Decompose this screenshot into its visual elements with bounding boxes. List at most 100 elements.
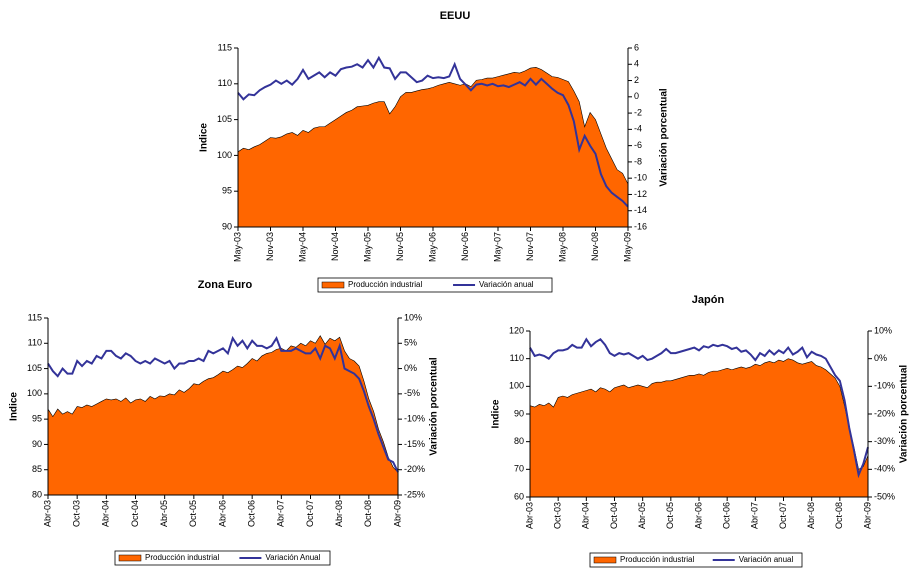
y-tick-label: 90 xyxy=(222,221,232,231)
y2-tick-label: -5% xyxy=(404,388,420,398)
chart-title: Zona Euro xyxy=(198,279,253,291)
legend-swatch xyxy=(593,556,617,564)
x-tick-label: Nov-03 xyxy=(265,232,275,261)
x-tick-label: Oct-03 xyxy=(72,500,82,527)
x-tick-label: Abr-04 xyxy=(101,500,111,527)
legend-box xyxy=(114,550,331,566)
y2-tick-label: 0 xyxy=(634,91,639,101)
y2-axis-title: Variación porcentual xyxy=(429,357,440,456)
chart-title: EEUU xyxy=(440,10,471,22)
y-tick-label: 120 xyxy=(509,325,524,335)
y2-tick-label: 6 xyxy=(634,42,639,52)
y-tick-label: 115 xyxy=(28,312,42,322)
y-axis-title: Indice xyxy=(199,123,210,152)
y-tick-label: 110 xyxy=(28,338,42,348)
x-tick-label: Nov-07 xyxy=(525,232,535,261)
x-tick-label: Abr-06 xyxy=(693,502,703,529)
y2-tick-label: -25% xyxy=(404,489,425,499)
y-tick-label: 95 xyxy=(32,414,42,424)
y-tick-label: 100 xyxy=(509,381,524,391)
x-tick-label: Abr-08 xyxy=(334,500,344,527)
x-tick-label: Abr-05 xyxy=(159,500,169,527)
y-tick-label: 90 xyxy=(32,439,42,449)
x-tick-label: May-08 xyxy=(557,232,567,262)
y2-tick-label: -10% xyxy=(874,381,895,391)
y2-tick-label: -20% xyxy=(404,464,425,474)
line-series xyxy=(47,335,399,473)
x-tick-label: Abr-06 xyxy=(217,500,227,527)
y-tick-label: 100 xyxy=(217,150,232,160)
y2-tick-label: -4 xyxy=(634,124,642,134)
y-tick-label: 80 xyxy=(514,436,524,446)
x-tick-label: May-09 xyxy=(622,232,632,262)
y-tick-label: 90 xyxy=(514,408,524,418)
y2-tick-label: -15% xyxy=(404,439,425,449)
y-tick-label: 115 xyxy=(218,42,232,52)
x-tick-label: May-05 xyxy=(362,232,372,262)
x-tick-label: May-06 xyxy=(427,232,437,262)
y-tick-label: 110 xyxy=(218,78,232,88)
x-tick-label: May-04 xyxy=(297,232,307,262)
y-tick-label: 95 xyxy=(222,186,232,196)
x-tick-label: Oct-07 xyxy=(305,500,315,527)
x-tick-label: Nov-04 xyxy=(330,232,340,261)
legend-swatch xyxy=(321,281,345,289)
area-series xyxy=(237,67,629,228)
x-tick-label: Oct-04 xyxy=(130,500,140,527)
y-tick-label: 80 xyxy=(32,489,42,499)
x-tick-label: Oct-08 xyxy=(834,502,844,529)
y2-tick-label: 4 xyxy=(634,59,639,69)
y2-tick-label: 10% xyxy=(874,325,892,335)
legend-label: Variación anual xyxy=(479,280,534,289)
y2-axis-title: Variación porcentual xyxy=(899,365,909,464)
y-tick-label: 60 xyxy=(514,491,524,501)
line-series xyxy=(237,55,629,208)
x-tick-label: Oct-04 xyxy=(609,502,619,529)
x-tick-label: Abr-04 xyxy=(581,502,591,529)
x-tick-label: Abr-07 xyxy=(276,500,286,527)
y2-tick-label: -8 xyxy=(634,156,642,166)
x-tick-label: Oct-05 xyxy=(665,502,675,529)
legend-label: Producción industrial xyxy=(145,553,219,562)
legend-label: Variación Anual xyxy=(265,553,320,562)
legend-swatch xyxy=(118,554,142,562)
legend-label: Producción industrial xyxy=(348,280,422,289)
x-tick-label: Oct-08 xyxy=(363,500,373,527)
y-tick-label: 105 xyxy=(27,363,42,373)
x-tick-label: Abr-03 xyxy=(524,502,534,529)
x-tick-label: Oct-03 xyxy=(553,502,563,529)
y2-tick-label: 2 xyxy=(634,75,639,85)
legend-label: Variación anual xyxy=(739,555,794,564)
y2-tick-label: -14 xyxy=(634,205,647,215)
y2-axis-title: Variación porcentual xyxy=(659,88,670,187)
legend-box xyxy=(589,552,803,568)
y2-tick-label: 0% xyxy=(874,353,887,363)
legend-label: Producción industrial xyxy=(620,555,694,564)
x-tick-label: Oct-06 xyxy=(722,502,732,529)
y2-tick-label: -10% xyxy=(404,414,425,424)
x-tick-label: May-03 xyxy=(232,232,242,262)
y2-tick-label: -12 xyxy=(634,189,647,199)
y2-tick-label: 10% xyxy=(404,312,422,322)
y2-tick-label: 0% xyxy=(404,363,417,373)
y-tick-label: 100 xyxy=(27,388,42,398)
x-tick-label: Nov-05 xyxy=(395,232,405,261)
y2-tick-label: -30% xyxy=(874,436,895,446)
legend-box xyxy=(317,277,553,293)
y2-tick-label: -20% xyxy=(874,408,895,418)
y-tick-label: 105 xyxy=(217,114,232,124)
x-tick-label: Nov-06 xyxy=(460,232,470,261)
y2-tick-label: 5% xyxy=(404,338,417,348)
y-tick-label: 110 xyxy=(510,353,524,363)
y2-tick-label: -10 xyxy=(634,173,647,183)
x-tick-label: Abr-09 xyxy=(392,500,402,527)
x-tick-label: Oct-07 xyxy=(778,502,788,529)
y2-tick-label: -50% xyxy=(874,491,895,501)
x-tick-label: Oct-06 xyxy=(247,500,257,527)
y2-tick-label: -6 xyxy=(634,140,642,150)
area-series xyxy=(47,335,399,496)
chart-title: Japón xyxy=(692,294,725,306)
x-tick-label: Abr-03 xyxy=(42,500,52,527)
x-tick-label: Abr-05 xyxy=(637,502,647,529)
